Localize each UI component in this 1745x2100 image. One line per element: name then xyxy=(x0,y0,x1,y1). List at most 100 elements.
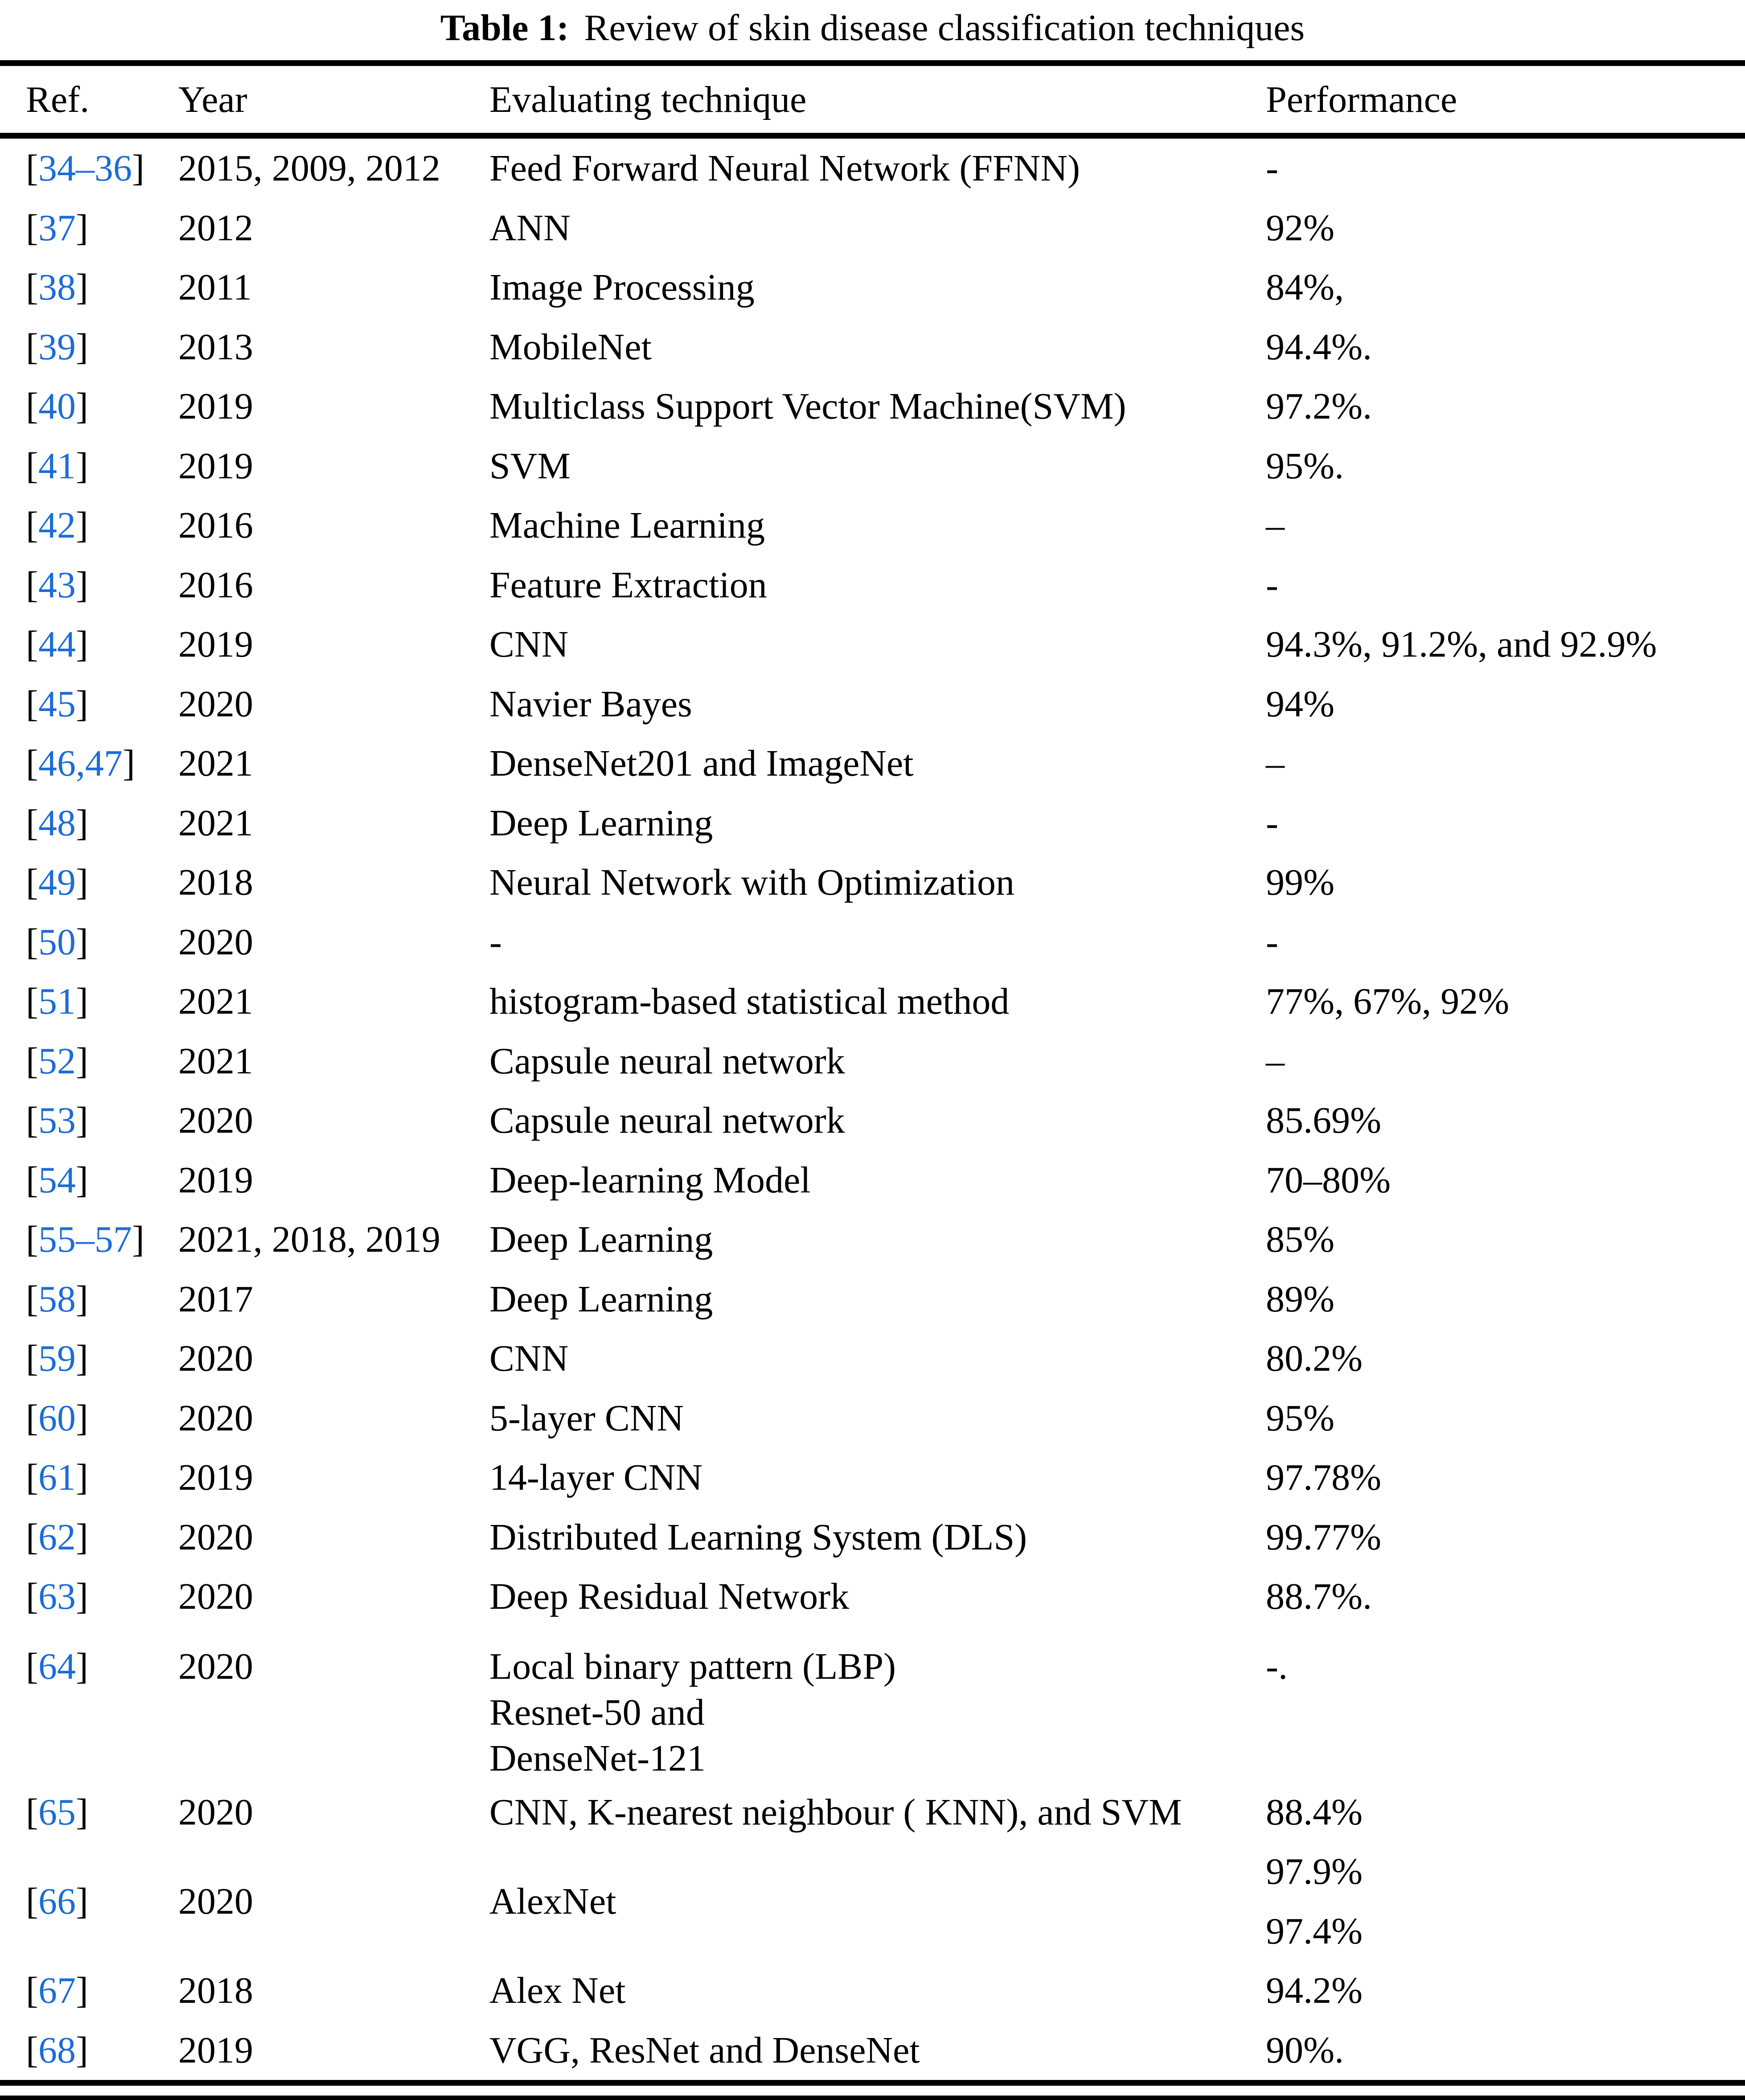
ref-cell: [51] xyxy=(26,980,178,1023)
citation-bracket-open: [ xyxy=(26,683,38,725)
citation-bracket-close: ] xyxy=(75,1457,88,1499)
technique-line: DenseNet201 and ImageNet xyxy=(489,743,914,785)
ref-cell: [49] xyxy=(26,861,178,904)
year-cell: 2015, 2009, 2012 xyxy=(178,148,440,189)
citation-bracket-open: [ xyxy=(26,1219,38,1261)
citation-link[interactable]: 34–36 xyxy=(38,148,132,189)
citation-bracket-close: ] xyxy=(75,862,88,904)
citation-link[interactable]: 42 xyxy=(38,505,76,547)
citation-bracket-open: [ xyxy=(26,267,38,308)
table-row: [67] 2018 Alex Net 94.2% xyxy=(0,1961,1745,2021)
table-row: [62] 2020 Distributed Learning System (DLS… xyxy=(0,1508,1745,1567)
citation-link[interactable]: 65 xyxy=(38,1791,76,1833)
citation-link[interactable]: 44 xyxy=(38,624,76,666)
performance-line: 88.7%. xyxy=(1266,1576,1372,1618)
citation-bracket-close: ] xyxy=(75,564,88,606)
technique-cell: histogram-based statistical method xyxy=(489,980,1266,1023)
performance-cell: 92% xyxy=(1266,206,1745,250)
citation-link[interactable]: 67 xyxy=(38,1970,76,2012)
citation-bracket-open: [ xyxy=(26,981,38,1023)
citation-bracket-open: [ xyxy=(26,743,38,785)
citation-link[interactable]: 52 xyxy=(38,1040,76,1082)
year-cell: 2021 xyxy=(178,743,253,785)
ref-cell: [34–36] xyxy=(26,147,178,190)
technique-cell: Navier Bayes xyxy=(489,682,1266,726)
performance-cell: 95%. xyxy=(1266,444,1745,488)
performance-cell: 99% xyxy=(1266,861,1745,904)
year-cell: 2012 xyxy=(178,207,253,249)
citation-bracket-open: [ xyxy=(26,445,38,487)
citation-bracket-open: [ xyxy=(26,921,38,963)
citation-link[interactable]: 51 xyxy=(38,981,76,1023)
year-cell: 2020 xyxy=(178,1645,253,1687)
horizontal-rule-top xyxy=(0,60,1745,66)
citation-link[interactable]: 55–57 xyxy=(38,1219,132,1261)
citation-link[interactable]: 66 xyxy=(38,1881,76,1922)
ref-cell: [39] xyxy=(26,325,178,369)
ref-cell: [66] xyxy=(26,1880,178,1923)
citation-bracket-open: [ xyxy=(26,2029,38,2071)
technique-line: Deep Learning xyxy=(489,802,713,844)
citation-link[interactable]: 68 xyxy=(38,2029,76,2071)
citation-link[interactable]: 59 xyxy=(38,1338,76,1380)
year-cell: 2019 xyxy=(178,2029,253,2071)
citation-link[interactable]: 40 xyxy=(38,386,76,427)
technique-cell: Alex Net xyxy=(489,1969,1266,2012)
citation-link[interactable]: 38 xyxy=(38,267,76,308)
technique-line: Capsule neural network xyxy=(489,1040,845,1082)
performance-cell: - xyxy=(1266,801,1745,845)
performance-line: 97.9% xyxy=(1266,1851,1363,1892)
citation-link[interactable]: 37 xyxy=(38,207,76,249)
citation-bracket-open: [ xyxy=(26,1278,38,1320)
technique-line: VGG, ResNet and DenseNet xyxy=(489,2029,920,2071)
technique-cell: Multiclass Support Vector Machine(SVM) xyxy=(489,385,1266,428)
performance-line: 84%, xyxy=(1266,267,1344,308)
citation-link[interactable]: 64 xyxy=(38,1645,76,1687)
citation-bracket-close: ] xyxy=(75,505,88,547)
technique-cell: AlexNet xyxy=(489,1880,1266,1923)
citation-bracket-close: ] xyxy=(75,981,88,1023)
citation-link[interactable]: 43 xyxy=(38,564,76,606)
citation-link[interactable]: 63 xyxy=(38,1576,76,1618)
citation-link[interactable]: 46,47 xyxy=(38,743,123,785)
citation-bracket-open: [ xyxy=(26,386,38,427)
table-header-row: Ref. Year Evaluating technique Performan… xyxy=(0,66,1745,133)
performance-line: 80.2% xyxy=(1266,1338,1363,1380)
performance-line: 77%, 67%, 92% xyxy=(1266,981,1509,1023)
citation-link[interactable]: 54 xyxy=(38,1159,76,1201)
citation-bracket-open: [ xyxy=(26,802,38,844)
technique-line: Local binary pattern (LBP) xyxy=(489,1645,896,1687)
citation-bracket-close: ] xyxy=(75,1278,88,1320)
technique-cell: 5-layer CNN xyxy=(489,1397,1266,1440)
citation-link[interactable]: 60 xyxy=(38,1397,76,1439)
technique-line: AlexNet xyxy=(489,1881,616,1922)
citation-link[interactable]: 61 xyxy=(38,1457,76,1499)
table-row: [65] 2020 CNN, K-nearest neighbour ( KNN),… xyxy=(0,1783,1745,1842)
citation-link[interactable]: 53 xyxy=(38,1100,76,1142)
citation-link[interactable]: 45 xyxy=(38,683,76,725)
ref-cell: [48] xyxy=(26,801,178,845)
year-cell: 2019 xyxy=(178,1457,253,1499)
table-row: [38] 2011 Image Processing 84%, xyxy=(0,258,1745,317)
citation-bracket-open: [ xyxy=(26,1338,38,1380)
citation-link[interactable]: 50 xyxy=(38,921,76,963)
citation-link[interactable]: 48 xyxy=(38,802,76,844)
table-caption-text: Review of skin disease classification te… xyxy=(584,7,1305,49)
performance-line: 94.3%, 91.2%, and 92.9% xyxy=(1266,624,1657,666)
technique-line: CNN xyxy=(489,1338,569,1380)
citation-link[interactable]: 41 xyxy=(38,445,76,487)
year-cell: 2016 xyxy=(178,564,253,606)
citation-link[interactable]: 58 xyxy=(38,1278,76,1320)
ref-cell: [65] xyxy=(26,1791,178,1834)
citation-link[interactable]: 62 xyxy=(38,1516,76,1558)
technique-line: DenseNet-121 xyxy=(489,1737,706,1779)
technique-line: Navier Bayes xyxy=(489,683,692,725)
table-row: [45] 2020 Navier Bayes 94% xyxy=(0,674,1745,734)
table-row: [40] 2019 Multiclass Support Vector Machin… xyxy=(0,377,1745,436)
citation-bracket-close: ] xyxy=(75,1576,88,1618)
citation-bracket-close: ] xyxy=(75,267,88,308)
citation-link[interactable]: 39 xyxy=(38,326,76,368)
table-row: [46,47] 2021 DenseNet201 and ImageNet – xyxy=(0,734,1745,793)
ref-cell: [58] xyxy=(26,1278,178,1321)
citation-link[interactable]: 49 xyxy=(38,862,76,904)
